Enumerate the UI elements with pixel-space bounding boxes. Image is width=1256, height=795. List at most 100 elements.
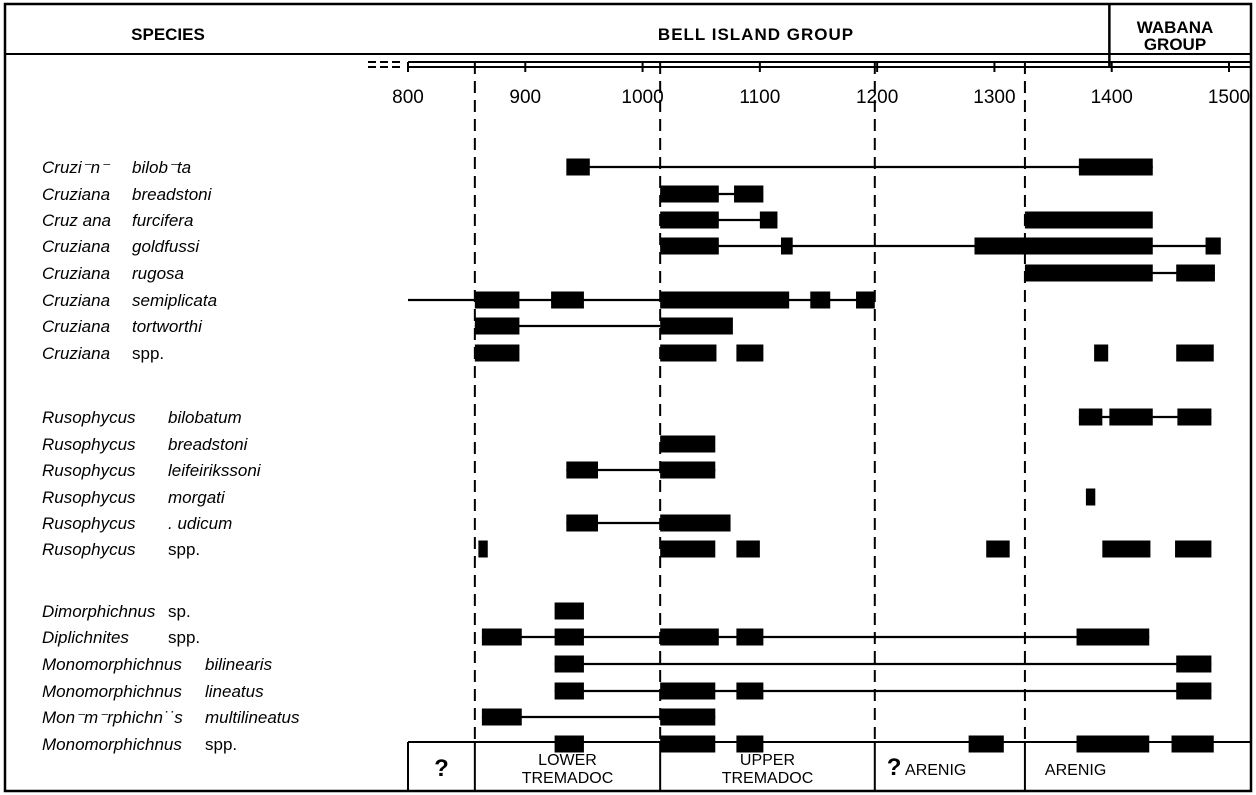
x-tick-label: 1500 [1208,87,1250,108]
occurrence-bar [1177,408,1212,426]
occurrence-bar [474,291,520,309]
occurrence-bar [968,735,1004,753]
occurrence-bar [660,211,719,229]
occurrence-bar [660,682,716,700]
x-tick-label: 1400 [1091,87,1133,108]
occurrence-bar [1085,488,1096,506]
occurrence-bar [1102,540,1151,558]
chart-frame [3,2,1253,793]
x-tick-label: 1200 [856,87,898,108]
stage-label-line2: TREMADOC [522,770,614,787]
occurrence-bar [481,628,522,646]
x-tick-label: 1100 [739,87,780,108]
species-label: Rusophycus. udicum [42,514,232,533]
species-column-header: SPECIES [131,25,205,44]
occurrence-bar [554,602,584,620]
occurrence-bar [736,735,764,753]
occurrence-bar [734,185,764,203]
occurrence-bar [566,514,599,532]
stage-label: ? [434,755,449,782]
species-label: Dimorphichnus sp. [42,602,191,621]
x-tick-label: 1300 [973,87,1015,108]
occurrence-bar [1024,264,1153,282]
occurrence-bar [660,735,716,753]
species-label: Rusophycus spp. [42,540,200,559]
species-label: Cruziana breadstoni [42,185,213,204]
species-label: Cruziana rugosa [42,264,184,283]
occurrence-bar [554,735,584,753]
species-label: Monomorphichnus spp. [42,735,237,754]
species-label: Cruzi⁻n⁻ bilob⁻ta [42,158,191,177]
stage-label: LOWER [538,752,597,769]
occurrence-bar [736,682,764,700]
occurrence-bar [736,540,760,558]
wabana-group-label-line2: GROUP [1144,35,1206,54]
occurrence-bar [1076,628,1150,646]
species-label: Monomorphichnus lineatus [42,682,264,701]
species-label: Cruziana semiplicata [42,291,217,310]
occurrence-bar [1024,211,1153,229]
species-label: Monomorphichnus bilinearis [42,655,273,674]
occurrence-bar [566,461,599,479]
occurrence-bar [554,628,584,646]
species-label: Cruz ana furcifera [42,211,193,230]
occurrence-bar [856,291,875,309]
occurrence-bar [780,237,793,255]
species-label: Mon⁻m⁻rphichn˙˙s multilineatus [42,708,300,727]
occurrence-bar [474,344,520,362]
occurrence-bar [1176,682,1212,700]
occurrence-bar [660,514,731,532]
occurrence-bar [1205,237,1221,255]
occurrence-bar [660,540,716,558]
occurrence-bar [481,708,522,726]
species-label: Rusophycus breadstoni [42,435,249,454]
x-tick-label: 800 [392,87,424,108]
occurrence-bar [1076,735,1150,753]
stage-label: ARENIG [1045,762,1106,779]
occurrence-bar [759,211,778,229]
occurrence-bar [1094,344,1109,362]
species-label: Cruziana tortworthi [42,317,203,336]
occurrence-bar [478,540,488,558]
occurrence-bar [660,344,717,362]
occurrence-bar [660,435,716,453]
species-label: Rusophycus leifeirikssoni [42,461,262,480]
wabana-group-label-line1: WABANA [1137,18,1214,37]
occurrence-bar [1078,408,1103,426]
occurrence-bar [986,540,1010,558]
occurrence-bar [1176,264,1215,282]
occurrence-bar [974,237,1153,255]
occurrence-bar [1176,344,1214,362]
occurrence-bar [660,291,790,309]
occurrence-bar [660,317,733,335]
stage-label-line2: TREMADOC [722,770,814,787]
occurrence-bar [1176,655,1212,673]
occurrence-bar [810,291,831,309]
occurrence-bar [660,708,716,726]
occurrence-bar [1171,735,1214,753]
species-label: Cruziana goldfussi [42,237,200,256]
occurrence-bar [660,185,719,203]
occurrence-bar [554,682,584,700]
x-tick-label: 1000 [621,87,663,108]
occurrence-bar [660,461,716,479]
species-label: Rusophycus bilobatum [42,408,242,427]
occurrence-bar [474,317,520,335]
species-label: Diplichnites spp. [42,628,200,647]
species-label: Rusophycus morgati [42,488,226,507]
occurrence-bar [1078,158,1153,176]
species-label: Cruziana spp. [42,344,164,363]
stage-label: ? ARENIG [887,754,967,781]
occurrence-bar [736,628,764,646]
occurrence-bar [551,291,584,309]
axis-break-symbol [368,61,400,68]
stage-label: UPPER [740,752,795,769]
bell-island-group-label: BELL ISLAND GROUP [658,25,854,44]
occurrence-bar [660,628,719,646]
occurrence-bar [736,344,764,362]
x-tick-label: 900 [509,87,541,108]
occurrence-bar [566,158,590,176]
occurrence-bar [660,237,719,255]
occurrence-bar [1109,408,1153,426]
